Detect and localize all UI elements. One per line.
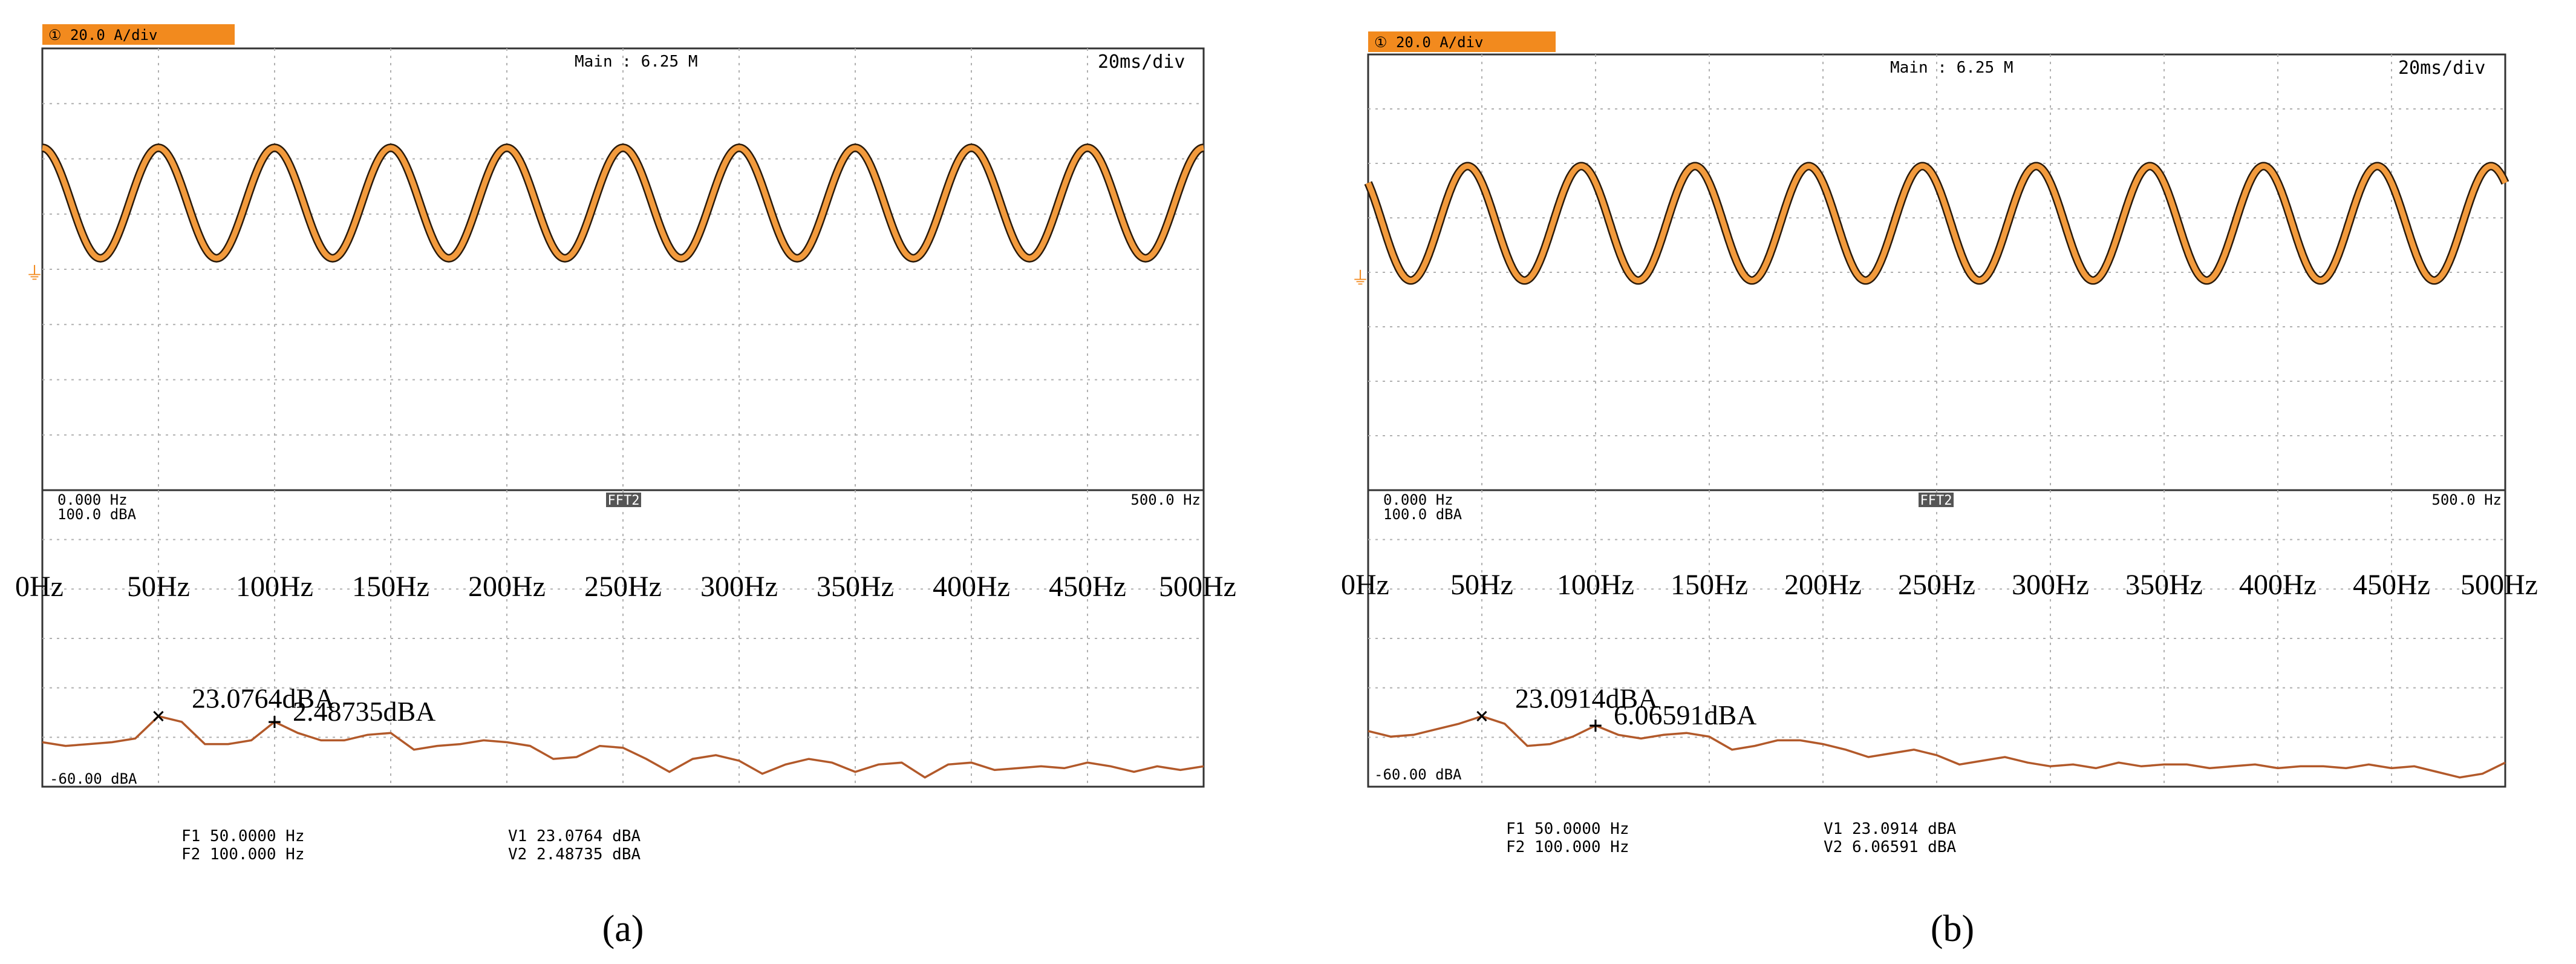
frequency-tick-labels: 0Hz 50Hz 100Hz 150Hz 200Hz 250Hz 300Hz 350Hz 400…	[15, 571, 1236, 603]
channel-badge-label: ① 20.0 A∕div	[1374, 34, 1501, 51]
frequency-tick-label: 300Hz	[2012, 569, 2089, 601]
timebase-label: 20ms/div	[2398, 57, 2486, 79]
frequency-tick-labels: 0Hz 50Hz 100Hz 150Hz 200Hz 250Hz 300Hz 350Hz 400…	[1341, 569, 2538, 601]
frequency-tick-label: 450Hz	[1049, 571, 1126, 603]
frequency-tick-label: 250Hz	[584, 571, 662, 603]
frequency-tick-label: 300Hz	[700, 571, 778, 603]
spectrum-line	[42, 715, 1204, 779]
marker-value-label: 23.0914dBA	[1515, 683, 1658, 714]
panel-b: ① 20.0 A∕div Main : 6.25 M 20ms/div ⏚ 0.…	[1341, 31, 2538, 949]
readout-v2: V2 6.06591 dBA	[1824, 838, 1956, 856]
cursor-readout: F1 50.0000 Hz F2 100.000 Hz V1 23.0914 d…	[1506, 820, 1956, 856]
frequency-tick-label: 100Hz	[1557, 569, 1634, 601]
main-label: Main : 6.25 M	[1890, 59, 2014, 77]
frequency-tick-label: 350Hz	[817, 571, 894, 603]
timebase-label: 20ms/div	[1098, 51, 1185, 73]
marker-symbol: ×	[1475, 703, 1489, 729]
readout-f1: F1 50.0000 Hz	[1506, 820, 1629, 838]
spectrum-end-label: 500.0 Hz	[2431, 491, 2502, 508]
frequency-tick-label: 0Hz	[1341, 569, 1389, 601]
waveform	[42, 145, 1204, 261]
top-trace: Main : 6.25 M 20ms/div ⏚	[25, 47, 1205, 491]
readout-f1: F1 50.0000 Hz	[181, 827, 305, 845]
spectrum-grid	[42, 490, 1204, 787]
frequency-tick-label: 400Hz	[2239, 569, 2317, 601]
readout-v1: V1 23.0764 dBA	[508, 827, 641, 845]
spectrum-markers: × 23.0764dBA+ 2.48735dBA	[152, 683, 436, 735]
frequency-tick-label: 500Hz	[2460, 569, 2538, 601]
fft-badge: FFT2	[608, 493, 640, 508]
cursor-readout: F1 50.0000 Hz F2 100.000 Hz V1 23.0764 d…	[181, 827, 641, 864]
spectrum-ref-label: 100.0 dBA	[57, 506, 137, 523]
fft-badge-box	[606, 493, 641, 507]
top-trace: Main : 6.25 M 20ms/div ⏚	[1351, 53, 2509, 491]
spectrum-plot: 0.000 Hz 100.0 dBA 500.0 Hz FFT2 0Hz 50Hz…	[15, 489, 1236, 788]
marker-symbol: +	[268, 708, 282, 735]
frequency-tick-label: 200Hz	[1784, 569, 1862, 601]
panel-label-a: (a)	[602, 908, 644, 949]
spectrum-ref-label: 100.0 dBA	[1383, 506, 1462, 523]
frequency-tick-label: 0Hz	[15, 571, 64, 603]
spectrum-line	[1368, 715, 2506, 779]
spectrum-grid	[1368, 490, 2505, 787]
spectrum-start-label: 0.000 Hz	[1383, 491, 1453, 508]
frequency-tick-label: 150Hz	[1671, 569, 1748, 601]
ground-marker-icon: ⏚	[1351, 269, 1369, 289]
channel-badge	[42, 24, 235, 45]
frequency-tick-label: 150Hz	[352, 571, 429, 603]
marker-value-label: 2.48735dBA	[293, 696, 435, 727]
panel-label-b: (b)	[1931, 908, 1974, 949]
waveform	[1365, 163, 2508, 284]
readout-f2: F2 100.000 Hz	[181, 845, 305, 864]
readout-f2: F2 100.000 Hz	[1506, 838, 1629, 856]
main-label: Main : 6.25 M	[575, 53, 698, 71]
fft-badge: FFT2	[1920, 493, 1952, 508]
spectrum-bottom-label: -60.00 dBA	[1374, 766, 1462, 783]
frequency-tick-label: 100Hz	[236, 571, 313, 603]
spectrum-markers: × 23.0914dBA+ 6.06591dBA	[1475, 683, 1757, 738]
ground-marker-icon: ⏚	[25, 264, 44, 284]
frequency-tick-label: 500Hz	[1159, 571, 1236, 603]
spectrum-bottom-label: -60.00 dBA	[50, 770, 137, 787]
frequency-tick-label: 450Hz	[2353, 569, 2430, 601]
frequency-tick-label: 350Hz	[2125, 569, 2203, 601]
top-trace-grid	[1368, 54, 2505, 490]
frequency-tick-label: 50Hz	[1450, 569, 1513, 601]
frequency-tick-label: 250Hz	[1898, 569, 1975, 601]
top-trace-grid	[42, 48, 1204, 490]
frequency-tick-label: 400Hz	[933, 571, 1010, 603]
spectrum-end-label: 500.0 Hz	[1130, 491, 1201, 508]
channel-badge-label: ① 20.0 A∕div	[48, 27, 175, 44]
frequency-tick-label: 50Hz	[127, 571, 190, 603]
spectrum-plot: 0.000 Hz 100.0 dBA 500.0 Hz FFT2 0Hz 50Hz…	[1341, 489, 2538, 788]
spectrum-start-label: 0.000 Hz	[57, 491, 128, 508]
readout-v2: V2 2.48735 dBA	[508, 845, 641, 864]
marker-symbol: ×	[152, 703, 166, 729]
marker-value-label: 23.0764dBA	[192, 683, 334, 714]
panel-a: ① 20.0 A∕div Main : 6.25 M 20ms/div ⏚ 0.…	[15, 24, 1236, 949]
readout-v1: V1 23.0914 dBA	[1824, 820, 1956, 838]
fft-badge-box	[1919, 493, 1954, 507]
channel-badge	[1368, 31, 1556, 52]
marker-symbol: +	[1589, 712, 1603, 738]
marker-value-label: 6.06591dBA	[1614, 700, 1756, 730]
frequency-tick-label: 200Hz	[468, 571, 546, 603]
